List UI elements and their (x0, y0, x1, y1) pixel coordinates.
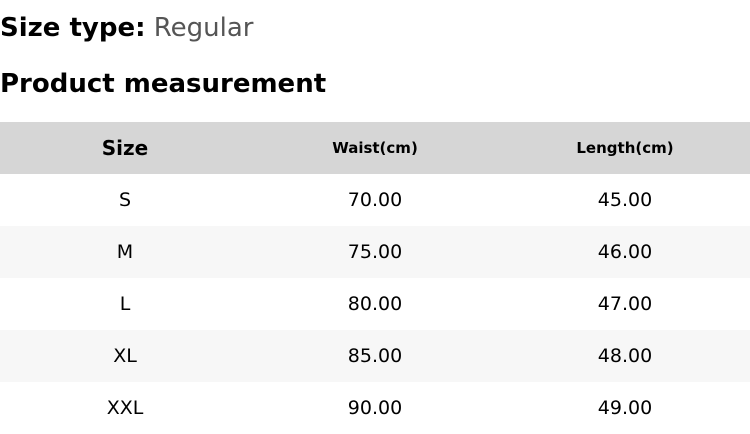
cell-size: XXL (106, 397, 144, 419)
size-type-label: Size type: (0, 13, 146, 43)
cell-waist: 70.00 (347, 189, 403, 211)
size-type-value: Regular (153, 13, 254, 43)
size-type: Size type: Regular (0, 11, 253, 45)
cell-size: L (119, 293, 131, 315)
table-row: L 80.00 47.00 (0, 278, 750, 330)
header-length: Length(cm) (576, 139, 674, 157)
table-row: XXL 90.00 49.00 (0, 382, 750, 434)
section-title: Product measurement (0, 69, 327, 99)
table-row: M 75.00 46.00 (0, 226, 750, 278)
cell-waist: 80.00 (347, 293, 403, 315)
table-row: XL 85.00 48.00 (0, 330, 750, 382)
table-header-row: Size Waist(cm) Length(cm) (0, 122, 750, 174)
header-size: Size (101, 136, 149, 160)
cell-size: M (116, 241, 134, 263)
cell-length: 47.00 (597, 293, 653, 315)
cell-length: 45.00 (597, 189, 653, 211)
cell-waist: 85.00 (347, 345, 403, 367)
cell-length: 46.00 (597, 241, 653, 263)
cell-waist: 75.00 (347, 241, 403, 263)
cell-size: XL (113, 345, 137, 367)
table-row: S 70.00 45.00 (0, 174, 750, 226)
cell-waist: 90.00 (347, 397, 403, 419)
cell-size: S (118, 189, 132, 211)
cell-length: 48.00 (597, 345, 653, 367)
cell-length: 49.00 (597, 397, 653, 419)
measurement-table: Size Waist(cm) Length(cm) S 70.00 45.00 M 75… (0, 122, 750, 434)
header-waist: Waist(cm) (332, 139, 418, 157)
